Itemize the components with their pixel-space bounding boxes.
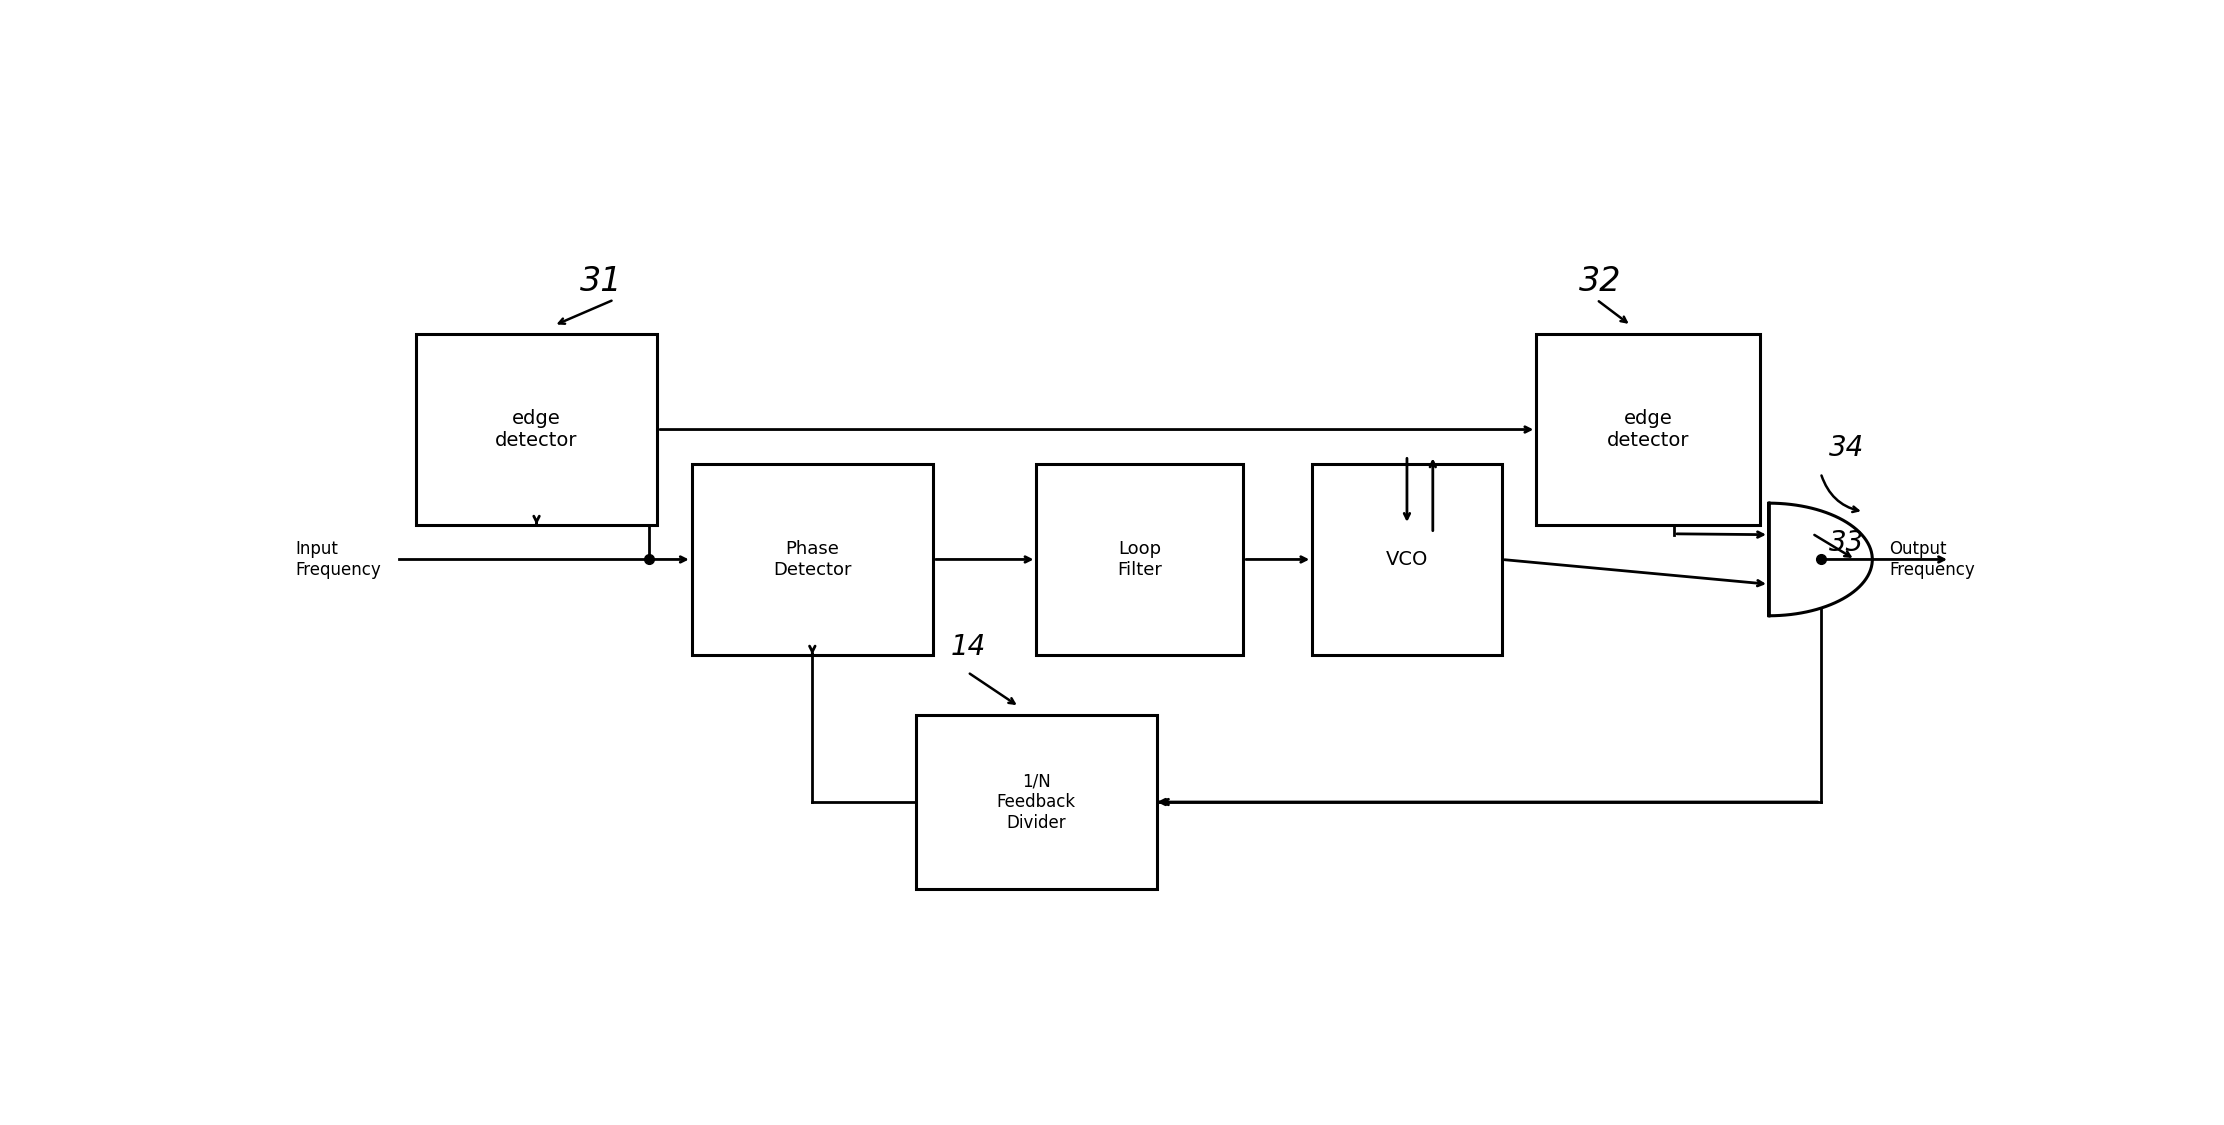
Text: Phase
Detector: Phase Detector — [774, 540, 852, 579]
Text: 32: 32 — [1579, 264, 1621, 298]
Bar — [1036, 465, 1243, 655]
Text: edge
detector: edge detector — [496, 410, 578, 450]
Bar — [916, 716, 1156, 889]
Text: 31: 31 — [580, 264, 623, 298]
Text: Input
Frequency: Input Frequency — [296, 540, 380, 579]
Text: Output
Frequency: Output Frequency — [1890, 540, 1975, 579]
Bar — [1312, 465, 1501, 655]
Text: 33: 33 — [1830, 529, 1864, 557]
Polygon shape — [1768, 503, 1873, 615]
Bar — [1537, 334, 1761, 524]
Text: 14: 14 — [950, 632, 985, 660]
Bar — [416, 334, 658, 524]
Text: VCO: VCO — [1386, 550, 1428, 569]
Text: edge
detector: edge detector — [1608, 410, 1690, 450]
Bar — [692, 465, 934, 655]
Text: Loop
Filter: Loop Filter — [1116, 540, 1163, 579]
Text: 34: 34 — [1830, 433, 1864, 461]
Text: 1/N
Feedback
Divider: 1/N Feedback Divider — [996, 772, 1076, 831]
